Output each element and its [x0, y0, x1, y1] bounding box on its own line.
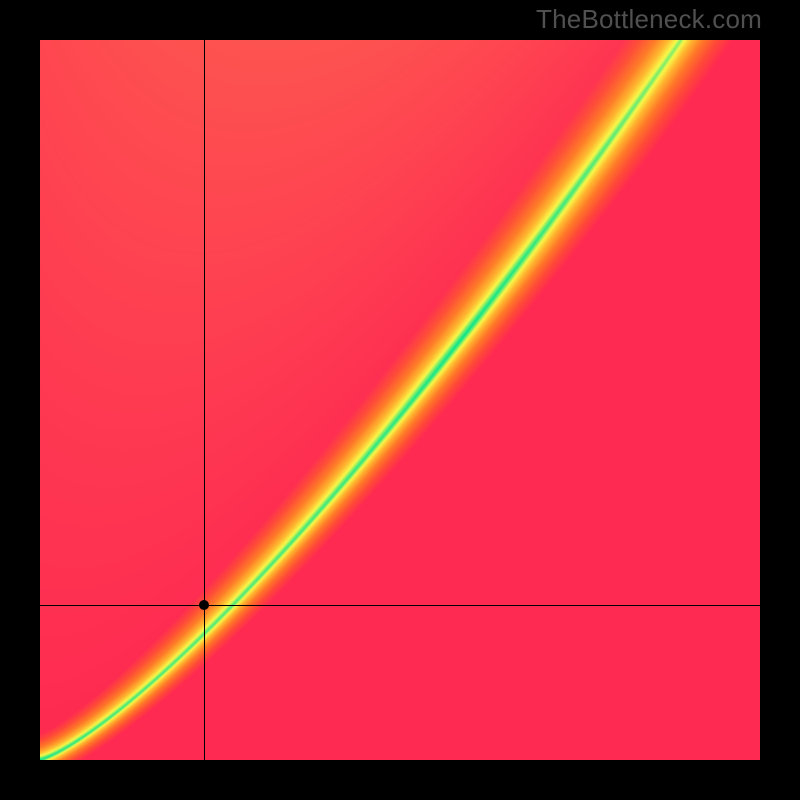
heatmap-canvas — [40, 40, 760, 760]
crosshair-vertical — [204, 40, 205, 760]
watermark-text: TheBottleneck.com — [536, 4, 762, 35]
crosshair-horizontal — [40, 605, 760, 606]
heatmap-plot — [40, 40, 760, 760]
chart-container: TheBottleneck.com — [0, 0, 800, 800]
marker-point — [199, 600, 209, 610]
